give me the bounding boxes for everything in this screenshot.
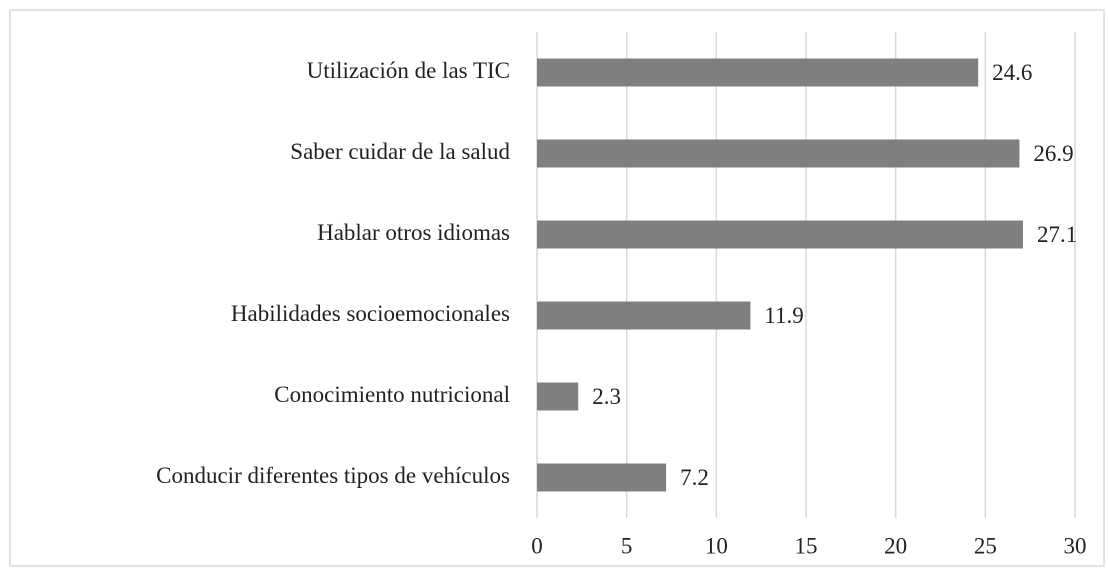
data-label: 7.2 [680, 465, 709, 490]
data-label: 27.1 [1037, 222, 1077, 247]
data-label: 26.9 [1033, 141, 1073, 166]
x-tick-label: 10 [705, 533, 728, 558]
bar [537, 220, 1023, 249]
data-label: 2.3 [592, 384, 621, 409]
y-tick-label: Hablar otros idiomas [317, 220, 510, 245]
bar [537, 301, 751, 330]
data-label: 24.6 [992, 60, 1032, 85]
y-tick-label: Utilización de las TIC [307, 58, 510, 83]
bar [537, 139, 1020, 168]
bar [537, 463, 667, 492]
x-tick-label: 30 [1064, 533, 1087, 558]
x-tick-label: 15 [795, 533, 818, 558]
y-tick-label: Habilidades socioemocionales [231, 301, 510, 326]
data-label: 11.9 [764, 303, 803, 328]
x-tick-label: 0 [531, 533, 543, 558]
bar [537, 382, 579, 411]
y-tick-label: Saber cuidar de la salud [290, 139, 510, 164]
bar [537, 58, 979, 87]
x-tick-label: 5 [621, 533, 633, 558]
chart-frame [9, 9, 1105, 567]
y-tick-label: Conocimiento nutricional [274, 382, 510, 407]
y-tick-label: Conducir diferentes tipos de vehículos [156, 463, 510, 488]
x-tick-label: 25 [974, 533, 997, 558]
x-tick-label: 20 [884, 533, 907, 558]
